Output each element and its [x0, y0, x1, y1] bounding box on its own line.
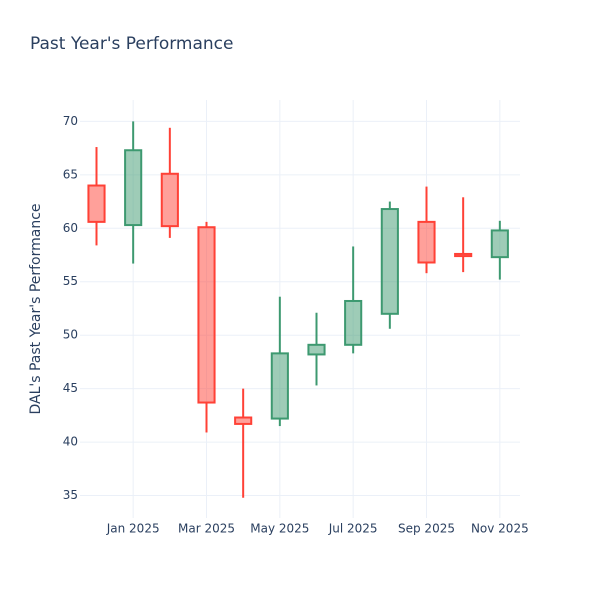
y-tick-label: 50: [63, 328, 78, 342]
candle-body: [380, 208, 399, 315]
candle-body: [270, 352, 289, 420]
x-tick-label: Jan 2025: [106, 522, 160, 536]
candle-body: [417, 220, 436, 264]
candle-body: [344, 299, 363, 346]
candle-body: [234, 416, 253, 425]
y-tick-label: 35: [63, 488, 78, 502]
candle-body: [87, 184, 106, 223]
x-tick-label: Nov 2025: [471, 522, 529, 536]
candle-body: [490, 229, 509, 259]
candle-body: [124, 149, 143, 227]
y-tick-label: 45: [63, 381, 78, 395]
y-tick-label: 60: [63, 221, 78, 235]
candle-body: [454, 252, 473, 258]
chart-title: Past Year's Performance: [30, 34, 234, 54]
candle-body: [307, 343, 326, 356]
y-tick-label: 65: [63, 167, 78, 181]
x-tick-label: Sep 2025: [398, 522, 455, 536]
x-tick-label: Mar 2025: [178, 522, 235, 536]
y-tick-label: 40: [63, 435, 78, 449]
candle-body: [160, 172, 179, 228]
x-tick-label: Jul 2025: [328, 522, 378, 536]
x-tick-label: May 2025: [250, 522, 309, 536]
y-tick-label: 55: [63, 274, 78, 288]
y-axis-label: DAL's Past Year's Performance: [28, 203, 44, 414]
candle-body: [197, 226, 216, 404]
y-tick-label: 70: [63, 114, 78, 128]
